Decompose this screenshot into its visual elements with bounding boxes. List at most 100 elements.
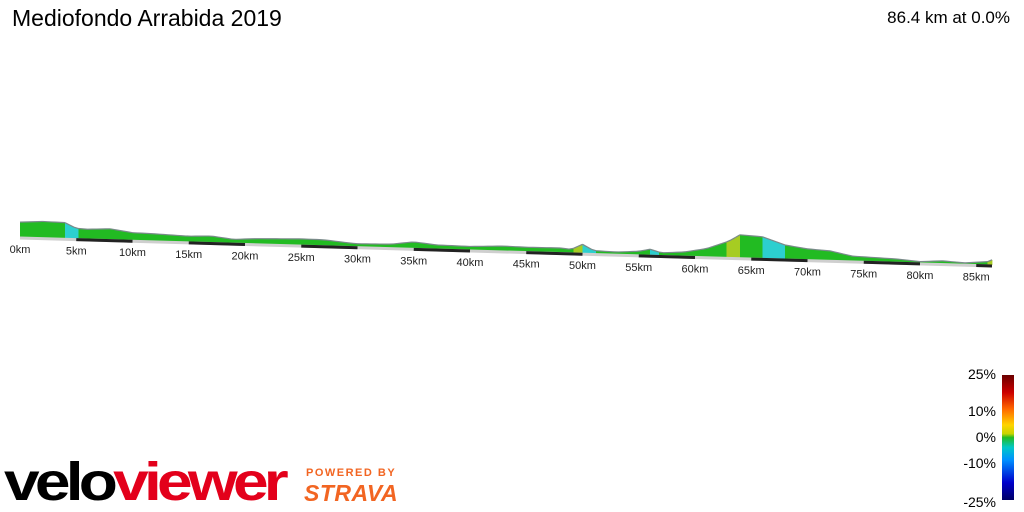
profile-segment-93 [438, 245, 444, 250]
profile-ridge-151 [699, 248, 705, 251]
profile-segment-150 [695, 249, 700, 257]
profile-ridge-45 [222, 237, 228, 239]
profile-segment-85 [402, 242, 408, 249]
profile-segment-135 [627, 251, 633, 255]
profile-ridge-159 [735, 234, 741, 238]
profile-segment-113 [528, 247, 534, 252]
profile-segment-55 [267, 238, 273, 245]
profile-segment-126 [587, 246, 592, 254]
profile-segment-10 [65, 222, 70, 239]
profile-segment-17 [96, 228, 102, 240]
axis-band-13 [751, 257, 808, 263]
profile-segment-164 [758, 236, 763, 259]
profile-ridge-123 [573, 245, 579, 249]
profile-ridge-198 [910, 259, 916, 262]
profile-ridge-120 [559, 247, 565, 250]
km-tick-labels: 0km 5km 10km 15km 20km 25km 30km 35km 40km 45km 50… [10, 244, 990, 284]
profile-segment-48 [236, 239, 241, 244]
profile-ridge-157 [726, 239, 732, 243]
profile-segment-37 [186, 236, 192, 242]
profile-segment-165 [762, 236, 768, 259]
profile-segment-153 [708, 246, 714, 257]
profile-ridge-11 [69, 224, 75, 228]
profile-ridge-155 [717, 242, 723, 246]
profile-ridge-148 [685, 250, 691, 253]
profile-segment-121 [564, 248, 570, 253]
profile-segment-149 [690, 250, 696, 257]
axis-band-11 [638, 254, 696, 259]
profile-segment-50 [245, 238, 250, 244]
profile-segment-116 [542, 247, 547, 253]
profile-segment-0 [20, 222, 25, 238]
profile-ridge-68 [325, 239, 331, 242]
profile-ridge-183 [843, 253, 849, 256]
profile-segment-189 [870, 257, 876, 262]
profile-segment-179 [825, 250, 831, 261]
profile-segment-176 [812, 249, 817, 260]
profile-segment-180 [830, 250, 835, 261]
profile-segment-12 [74, 227, 79, 239]
profile-segment-49 [240, 239, 246, 244]
profile-ridge-22 [118, 229, 124, 232]
profile-ridge-122 [568, 247, 574, 250]
profile-segment-70 [335, 241, 340, 247]
profile-segment-51 [249, 238, 255, 244]
profile-segment-147 [681, 251, 687, 257]
x-tick-label: 20km [232, 250, 259, 262]
profile-segment-167 [771, 240, 777, 259]
profile-segment-62 [299, 238, 304, 246]
profile-segment-118 [551, 247, 556, 253]
profile-segment-188 [866, 256, 871, 262]
profile-ridge-46 [226, 237, 232, 240]
profile-segment-182 [839, 252, 844, 261]
profile-segment-185 [852, 256, 858, 262]
profile-segment-40 [200, 236, 205, 243]
profile-segment-110 [515, 246, 520, 252]
profile-segment-61 [294, 238, 300, 246]
profile-ridge-12 [73, 226, 79, 230]
profile-ridge-180 [829, 250, 835, 253]
profile-segment-215 [987, 259, 993, 265]
veloviewer-logo: velo viewer [4, 452, 293, 508]
profile-ridge-196 [901, 258, 907, 261]
profile-segment-134 [623, 251, 628, 255]
profile-ridge-174 [802, 247, 808, 250]
profile-segment-157 [726, 239, 732, 258]
profile-segment-44 [218, 237, 223, 243]
profile-segment-106 [497, 246, 502, 251]
profile-segment-57 [276, 238, 282, 245]
profile-segment-163 [753, 235, 759, 259]
profile-segment-181 [834, 251, 840, 261]
profile-segment-170 [785, 244, 790, 260]
profile-segment-115 [537, 247, 543, 253]
profile-ridge-158 [730, 236, 736, 241]
profile-segment-28 [146, 233, 151, 241]
profile-ridge-71 [339, 241, 345, 243]
profile-segment-71 [339, 241, 345, 247]
profile-segment-193 [888, 258, 894, 263]
profile-segment-96 [452, 245, 457, 250]
profile-ridge-121 [564, 247, 570, 250]
profile-segment-63 [303, 238, 309, 246]
profile-segment-171 [789, 245, 795, 260]
profile-segment-144 [668, 252, 673, 256]
profile-ridge-171 [789, 245, 795, 248]
profile-segment-3 [33, 221, 39, 238]
axis-band-1 [76, 238, 133, 243]
x-tick-label: 85km [963, 272, 990, 284]
profile-ridge-43 [213, 235, 219, 238]
profile-segment-108 [506, 246, 511, 252]
profile-segment-148 [686, 251, 691, 257]
profile-segment-69 [330, 240, 336, 247]
profile-ridge-24 [127, 231, 133, 234]
profile-ridge-125 [582, 243, 588, 248]
profile-ridge-173 [798, 246, 804, 249]
profile-ridge-70 [334, 240, 340, 243]
profile-ridge-90 [424, 242, 430, 245]
profile-segment-90 [425, 243, 430, 249]
profile-segment-60 [290, 238, 295, 245]
x-tick-label: 75km [850, 268, 877, 280]
profile-ridge-72 [343, 241, 349, 244]
profile-segment-94 [443, 245, 448, 250]
